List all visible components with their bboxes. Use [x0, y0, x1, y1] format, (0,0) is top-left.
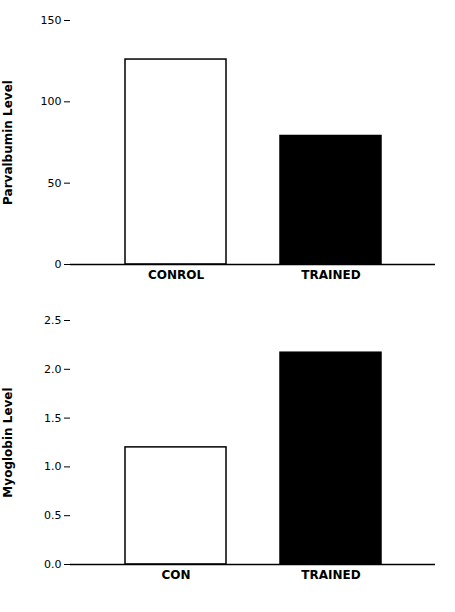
svg-text:CON: CON	[161, 568, 190, 582]
svg-text:CONROL: CONROL	[148, 268, 204, 282]
svg-text:TRAINED: TRAINED	[301, 268, 360, 282]
svg-text:150: 150	[41, 14, 62, 27]
svg-text:2.0: 2.0	[44, 363, 62, 376]
svg-text:Myoglobin Level: Myoglobin Level	[1, 387, 15, 497]
svg-text:TRAINED: TRAINED	[301, 568, 360, 582]
svg-text:0: 0	[55, 258, 62, 271]
svg-text:Parvalbumin Level: Parvalbumin Level	[1, 80, 15, 205]
svg-text:1.0: 1.0	[44, 460, 62, 473]
svg-text:100: 100	[41, 95, 62, 108]
svg-text:50: 50	[48, 177, 62, 190]
svg-text:1.5: 1.5	[44, 412, 62, 425]
svg-text:0.0: 0.0	[44, 558, 62, 571]
svg-text:0.5: 0.5	[44, 509, 62, 522]
svg-text:2.5: 2.5	[44, 314, 62, 327]
